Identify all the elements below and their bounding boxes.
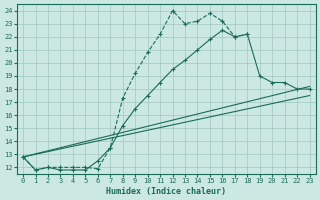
X-axis label: Humidex (Indice chaleur): Humidex (Indice chaleur) (106, 187, 226, 196)
